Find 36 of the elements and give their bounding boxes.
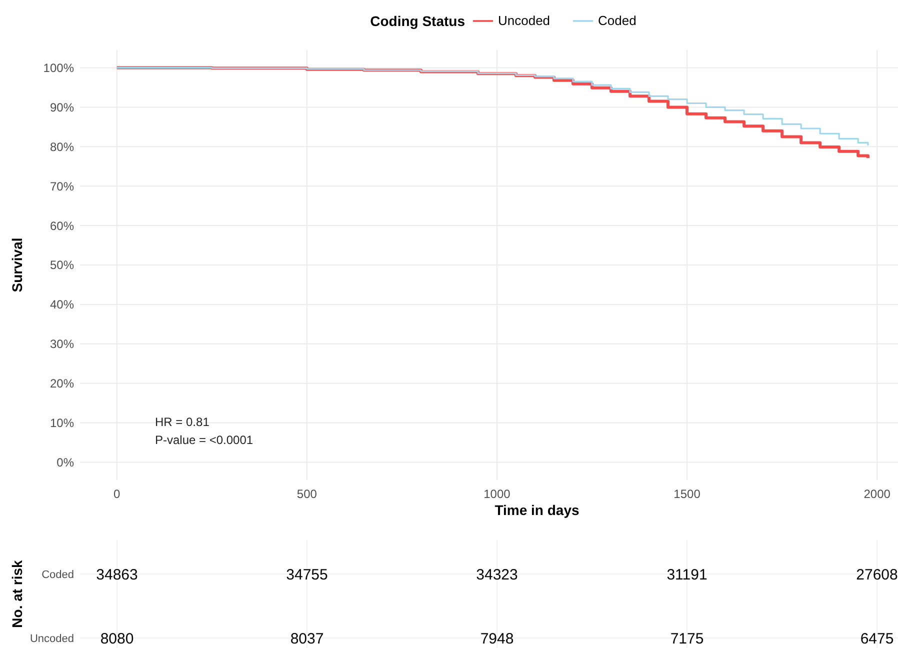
x-tick-label: 1500 [674,487,701,501]
x-tick-label: 500 [296,487,318,501]
legend-label: Coded [598,13,636,28]
y-tick-label: 90% [50,100,74,114]
annotation: P-value = <0.0001 [155,433,254,447]
data-label: 7175 [670,630,704,648]
y-tick-label: 100% [43,60,74,75]
x-tick-label: 2000 [864,487,891,501]
y-axis-title: No. at risk [9,560,25,628]
y-tick-label: 70% [50,179,74,194]
data-label: 8080 [100,630,134,648]
data-label: 6475 [860,630,894,648]
annotation: HR = 0.81 [155,415,210,429]
data-label: 8037 [290,630,324,648]
legend-title: Coding Status [370,13,466,29]
data-label: 27608 [856,566,898,584]
data-label: 31191 [666,566,708,584]
data-label: 34755 [286,566,328,584]
y-tick-label: 60% [50,218,74,233]
data-label: 7948 [480,630,514,648]
y-tick-label: 0% [56,455,74,470]
y-tick-label: 40% [50,298,74,312]
data-label: 34323 [476,566,518,584]
y-tick-label: Uncoded [30,632,74,645]
data-label: 34863 [96,566,138,584]
y-tick-label: Coded [42,568,74,581]
y-tick-label: 80% [50,140,74,154]
y-tick-label: 30% [50,337,74,352]
y-tick-label: 20% [50,376,74,391]
y-axis-title: Survival [9,238,25,292]
x-tick-label: 0 [114,487,121,501]
x-tick-label: 1000 [484,487,511,501]
y-tick-label: 10% [50,416,74,430]
y-tick-label: 50% [50,258,74,272]
x-axis-title: Time in days [494,502,580,518]
legend-label: Uncoded [498,13,550,28]
